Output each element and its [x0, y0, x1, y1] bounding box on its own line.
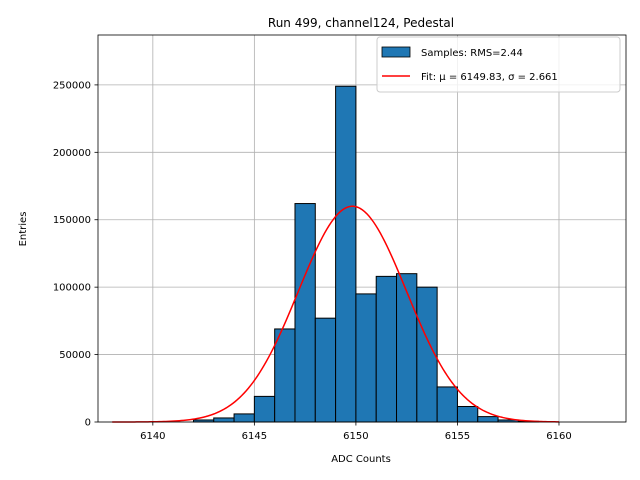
y-axis-label: Entries	[18, 212, 29, 247]
plot-area-frame	[97, 34, 627, 423]
x-tick-label: 6155	[445, 431, 470, 442]
legend-entry-samples: Samples: RMS=2.44	[421, 48, 523, 59]
histogram-bar	[436, 386, 458, 423]
y-tick-label: 100000	[53, 283, 91, 294]
histogram-bar	[456, 405, 479, 423]
y-tick-label: 50000	[59, 350, 91, 361]
histogram-bar	[314, 317, 337, 423]
histogram-bar	[396, 273, 418, 423]
x-tick-label: 6150	[343, 431, 368, 442]
legend-box	[376, 36, 621, 93]
histogram-bar	[294, 203, 316, 423]
y-tick-label: 250000	[53, 80, 91, 91]
chart-title: Run 499, channel124, Pedestal	[268, 16, 454, 30]
y-tick-label: 0	[85, 418, 91, 429]
histogram-bar	[213, 417, 235, 423]
histogram-bar	[274, 328, 296, 423]
y-tick-label: 200000	[53, 148, 91, 159]
histogram-bar	[477, 416, 499, 423]
histogram-bar	[253, 395, 276, 423]
gaussian-fit-curve	[112, 205, 559, 423]
x-tick-label: 6140	[140, 431, 165, 442]
legend: Samples: RMS=2.44 Fit: μ = 6149.83, σ = …	[376, 36, 621, 93]
x-tick-label: 6145	[242, 431, 267, 442]
histogram-bar	[335, 85, 357, 423]
y-tick-label: 150000	[53, 215, 91, 226]
y-axis-ticks: 0 50000 100000 150000 200000 250000	[53, 80, 98, 429]
x-axis-ticks: 6140 6145 6150 6155 6160	[140, 422, 572, 442]
histogram-bar	[375, 275, 398, 423]
histogram-bar	[355, 293, 377, 423]
legend-histogram-swatch	[381, 46, 411, 58]
histogram-bar	[233, 413, 255, 423]
x-tick-label: 6160	[546, 431, 571, 442]
histogram-bars	[192, 85, 540, 423]
x-axis-label: ADC Counts	[331, 454, 391, 465]
legend-entry-fit: Fit: μ = 6149.83, σ = 2.661	[421, 72, 558, 83]
